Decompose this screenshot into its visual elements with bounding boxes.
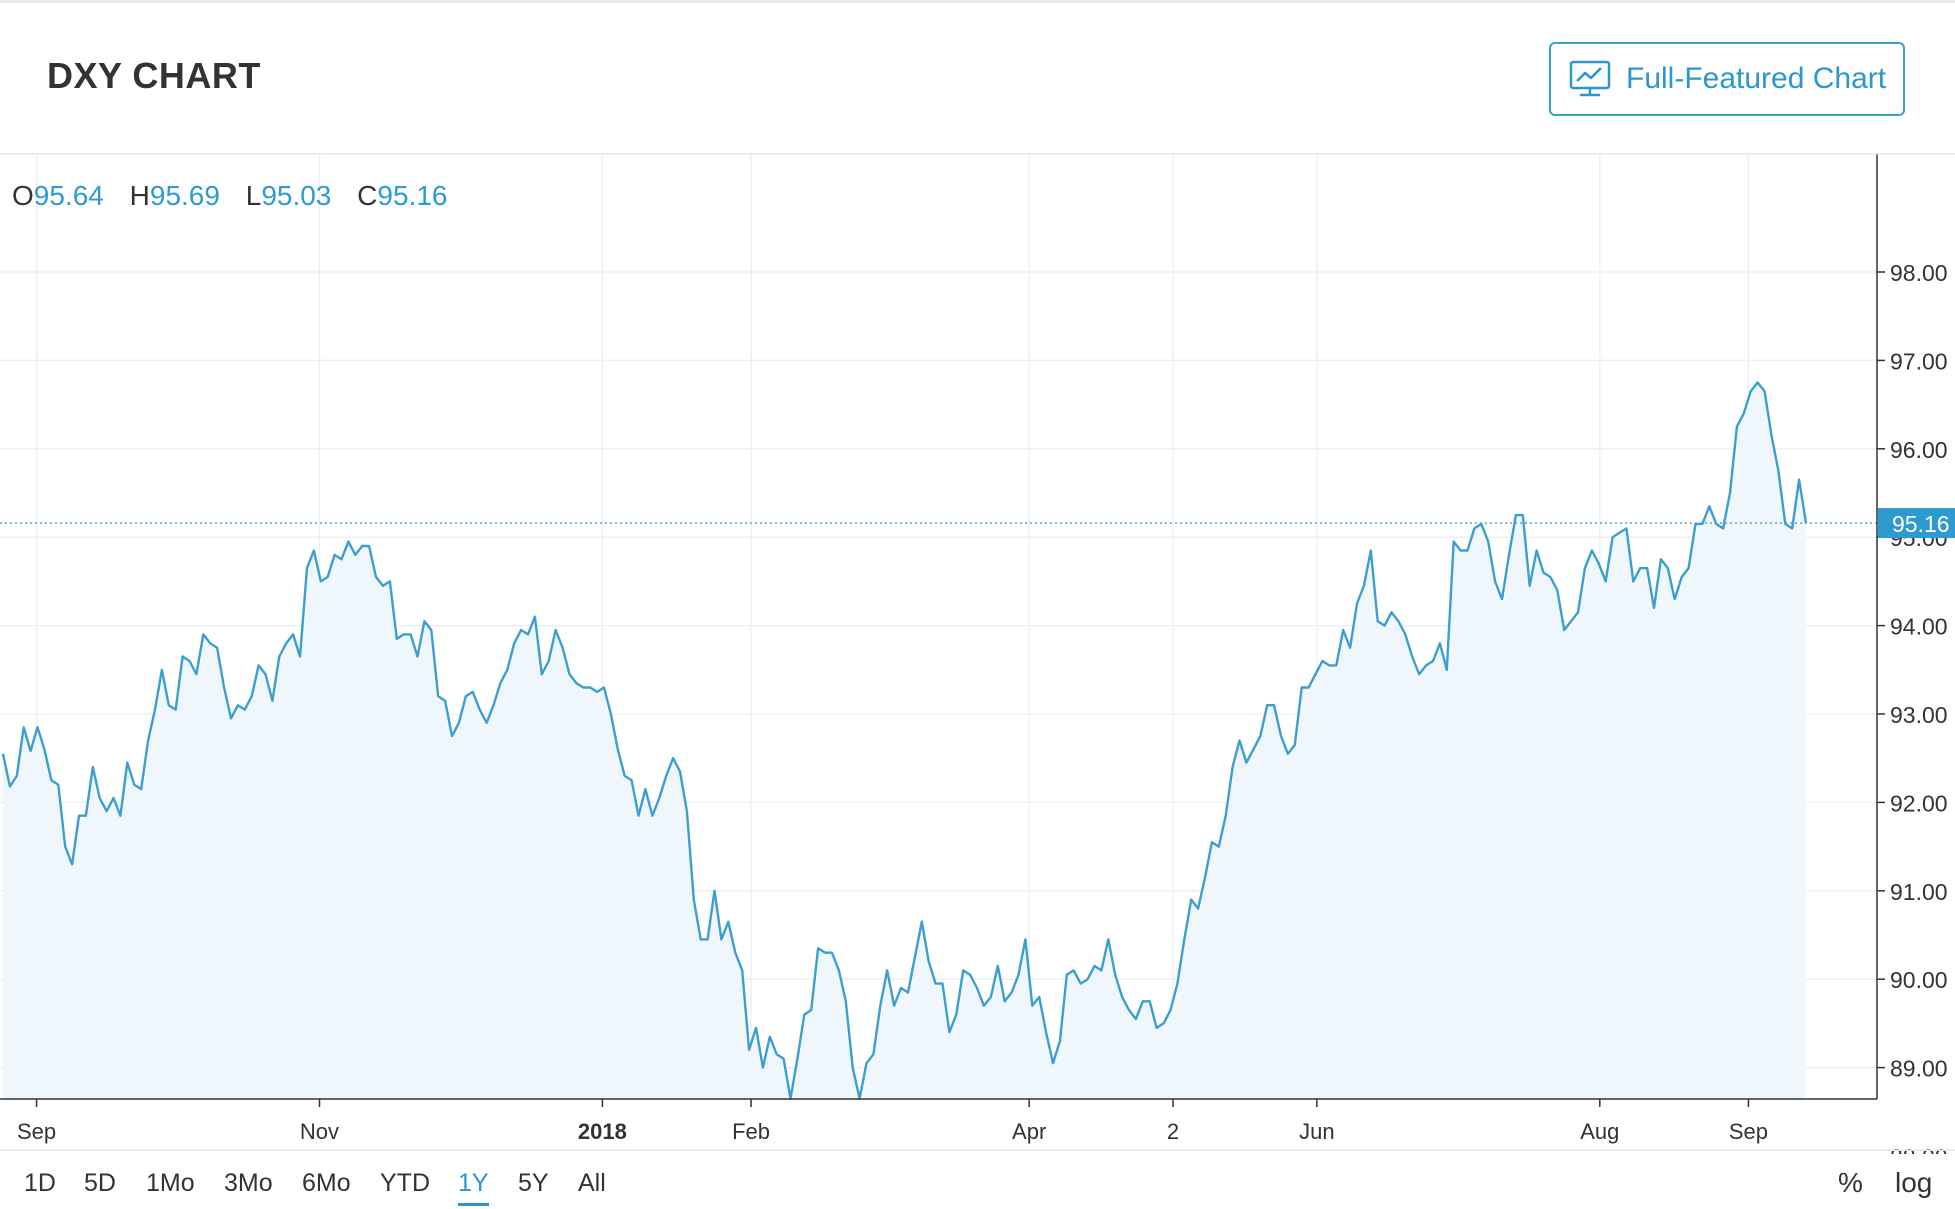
range-5d-button[interactable]: 5D: [84, 1169, 116, 1197]
x-tick-label: Aug: [1580, 1119, 1619, 1144]
x-tick-label: Nov: [300, 1119, 339, 1144]
open-value: 95.64: [33, 180, 104, 211]
range-1mo-button[interactable]: 1Mo: [146, 1169, 195, 1197]
full-featured-chart-button[interactable]: Full-Featured Chart: [1549, 42, 1905, 116]
chart-header: DXY CHART Full-Featured Chart: [0, 3, 1955, 154]
y-tick-label: 93.00: [1890, 702, 1948, 728]
high-label: H: [129, 180, 150, 211]
series-line: [1, 381, 1808, 1100]
low-value: 95.03: [261, 180, 332, 211]
range-6mo-button[interactable]: 6Mo: [302, 1169, 351, 1197]
x-tick-label: Feb: [732, 1119, 770, 1144]
last-price-label: 95.16: [1892, 511, 1950, 537]
close-value: 95.16: [377, 180, 448, 211]
y-tick-label: 97.00: [1890, 348, 1948, 374]
range-all-button[interactable]: All: [578, 1169, 606, 1197]
close-label: C: [357, 180, 378, 211]
series-area: [3, 382, 1806, 1099]
x-tick-label: 2018: [578, 1119, 627, 1144]
low-label: L: [245, 180, 262, 211]
top-rule: [0, 0, 1955, 3]
high-value: 95.69: [149, 180, 220, 211]
x-tick-label: 2: [1167, 1119, 1179, 1144]
dxy-price-chart[interactable]: 88.0089.0090.0091.0092.0093.0094.0095.00…: [0, 153, 1955, 1170]
open-label: O: [12, 180, 34, 211]
chart-area[interactable]: 88.0089.0090.0091.0092.0093.0094.0095.00…: [0, 153, 1955, 1170]
y-tick-label: 89.00: [1890, 1056, 1948, 1082]
range-1d-button[interactable]: 1D: [24, 1169, 56, 1197]
y-tick-label: 90.00: [1890, 967, 1948, 993]
y-tick-label: 92.00: [1890, 790, 1948, 816]
range-1y-button[interactable]: 1Y: [458, 1169, 489, 1206]
ohlc-readout: O95.64 H95.69 L95.03 C95.16: [12, 180, 465, 212]
y-tick-label: 98.00: [1890, 260, 1948, 286]
line-chart-monitor-icon: [1568, 59, 1612, 99]
x-tick-label: Jun: [1299, 1119, 1334, 1144]
y-tick-label: 96.00: [1890, 437, 1948, 463]
x-tick-label: Sep: [1729, 1119, 1768, 1144]
range-3mo-button[interactable]: 3Mo: [224, 1169, 273, 1197]
x-tick-label: Apr: [1012, 1119, 1046, 1144]
full-featured-chart-label: Full-Featured Chart: [1626, 62, 1887, 95]
percent-scale-button[interactable]: %: [1838, 1167, 1863, 1198]
y-tick-label: 94.00: [1890, 614, 1948, 640]
range-ytd-button[interactable]: YTD: [380, 1169, 430, 1197]
y-tick-label: 91.00: [1890, 879, 1948, 905]
page-title: DXY CHART: [47, 55, 261, 96]
range-selector: 1D 5D 1Mo 3Mo 6Mo YTD 1Y 5Y All % log: [0, 1150, 1955, 1209]
log-scale-button[interactable]: log: [1895, 1167, 1933, 1198]
range-5y-button[interactable]: 5Y: [518, 1169, 549, 1197]
x-tick-label: Sep: [17, 1119, 56, 1144]
last-price-badge: [1878, 508, 1955, 539]
